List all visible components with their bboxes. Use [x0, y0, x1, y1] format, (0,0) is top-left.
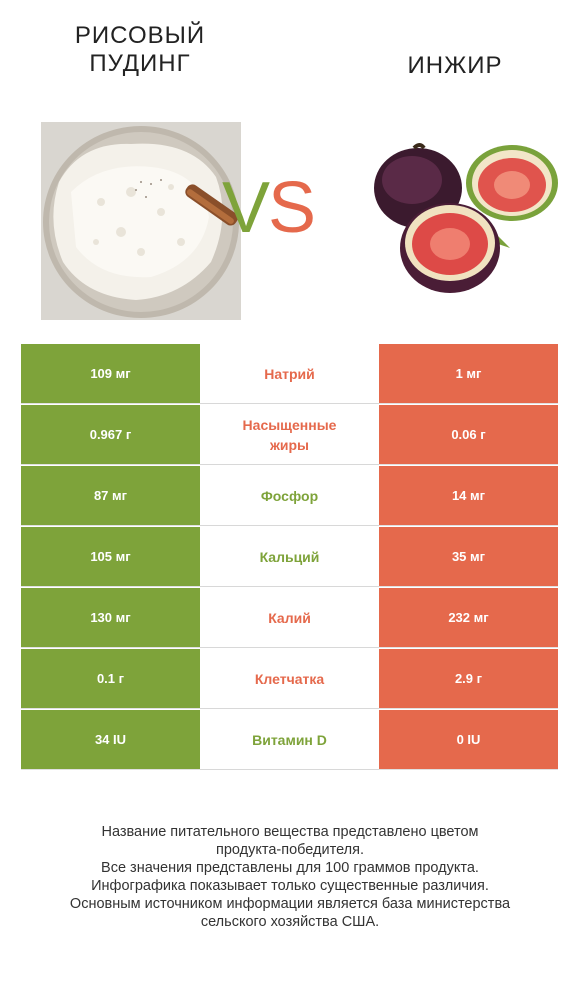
nutrient-name: Кальций: [200, 527, 379, 587]
footer-line: Название питательного вещества представл…: [101, 824, 479, 840]
left-value: 0.1 г: [21, 649, 200, 709]
left-value: 130 мг: [21, 588, 200, 648]
vs-v: V: [222, 168, 270, 248]
nutrient-name: Насыщенные жиры: [200, 405, 379, 465]
right-value: 2.9 г: [379, 649, 558, 709]
rice-pudding-image: [41, 122, 241, 320]
left-value: 0.967 г: [21, 405, 200, 465]
table-row: 0.967 г Насыщенные жиры 0.06 г: [21, 405, 558, 466]
nutrient-name: Клетчатка: [200, 649, 379, 709]
table-row: 0.1 г Клетчатка 2.9 г: [21, 649, 558, 710]
footer-line: Все значения представлены для 100 граммо…: [101, 860, 479, 876]
nutrient-name: Фосфор: [200, 466, 379, 526]
table-row: 87 мг Фосфор 14 мг: [21, 466, 558, 527]
nutrient-name: Витамин D: [200, 710, 379, 770]
left-value: 105 мг: [21, 527, 200, 587]
vs-s: S: [268, 168, 316, 248]
left-food-title-line1: РИСОВЫЙ: [74, 22, 206, 49]
footer-line: Инфографика показывает только существенн…: [91, 878, 489, 894]
left-value: 87 мг: [21, 466, 200, 526]
table-row: 105 мг Кальций 35 мг: [21, 527, 558, 588]
left-value: 34 IU: [21, 710, 200, 770]
left-food-title: РИСОВЫЙ ПУДИНГ: [40, 22, 240, 78]
right-food-title: ИНЖИР: [407, 52, 503, 79]
nutrient-name: Натрий: [200, 344, 379, 404]
vs-label: VS: [222, 168, 316, 248]
right-value: 14 мг: [379, 466, 558, 526]
footer-line: продукта-победителя.: [215, 842, 365, 858]
figs-image: [374, 143, 558, 293]
table-row: 130 мг Калий 232 мг: [21, 588, 558, 649]
footer-line: сельского хозяйства США.: [200, 914, 380, 930]
comparison-table: 109 мг Натрий 1 мг 0.967 г Насыщенные жиры 0.…: [21, 344, 558, 771]
right-value: 0.06 г: [379, 405, 558, 465]
right-value: 0 IU: [379, 710, 558, 770]
table-row: 109 мг Натрий 1 мг: [21, 344, 558, 405]
left-value: 109 мг: [21, 344, 200, 404]
footer-line: Основным источником информации является …: [69, 896, 511, 912]
right-value: 232 мг: [379, 588, 558, 648]
right-value: 35 мг: [379, 527, 558, 587]
nutrient-name: Калий: [200, 588, 379, 648]
footer-note: Название питательного вещества представл…: [20, 823, 560, 931]
left-food-title-line2: ПУДИНГ: [89, 50, 191, 77]
right-value: 1 мг: [379, 344, 558, 404]
